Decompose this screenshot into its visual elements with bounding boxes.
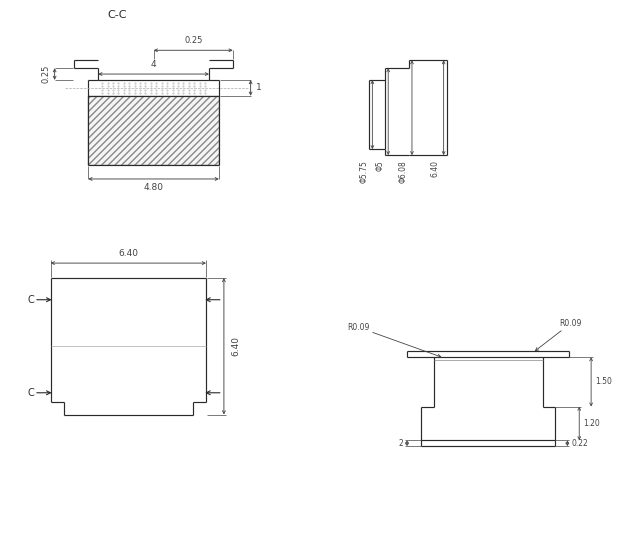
Text: R0.09: R0.09 xyxy=(348,323,441,357)
Text: C-C: C-C xyxy=(107,10,127,20)
Text: 4: 4 xyxy=(151,60,156,69)
Text: 4.80: 4.80 xyxy=(144,183,164,192)
Text: R0.09: R0.09 xyxy=(536,319,582,351)
Text: 0.25: 0.25 xyxy=(41,65,50,83)
Text: C: C xyxy=(27,388,34,398)
Text: 0.22: 0.22 xyxy=(572,439,588,448)
Text: Φ5.75: Φ5.75 xyxy=(360,160,368,183)
Text: Φ5: Φ5 xyxy=(375,160,384,171)
Polygon shape xyxy=(88,96,219,165)
Text: 6.40: 6.40 xyxy=(232,336,241,356)
Text: 0.25: 0.25 xyxy=(184,37,202,45)
Text: 6.40: 6.40 xyxy=(118,249,138,258)
Text: 2: 2 xyxy=(398,439,403,448)
Text: 6.40: 6.40 xyxy=(430,160,440,177)
Text: 1: 1 xyxy=(256,84,261,92)
Text: Φ6.08: Φ6.08 xyxy=(399,160,408,183)
Text: 1.20: 1.20 xyxy=(583,419,600,428)
Text: C: C xyxy=(27,295,34,305)
Text: 1.50: 1.50 xyxy=(595,377,612,387)
